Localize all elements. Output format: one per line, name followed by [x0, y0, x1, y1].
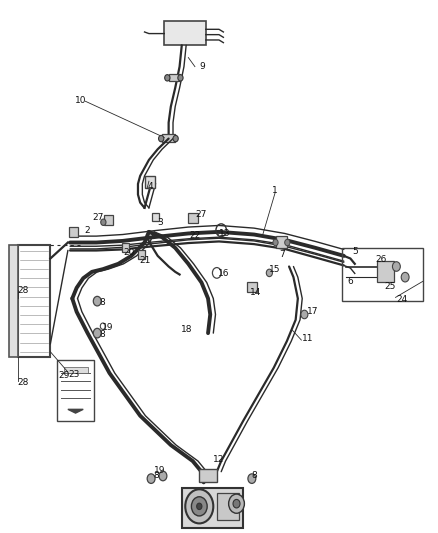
Bar [9, 245, 18, 357]
Text: 6: 6 [347, 277, 353, 286]
Text: 16: 16 [218, 269, 230, 278]
Text: 2: 2 [84, 227, 90, 235]
Text: 12: 12 [213, 455, 224, 464]
Circle shape [266, 269, 272, 277]
Bar [104, 215, 113, 225]
Text: 8: 8 [99, 298, 105, 307]
Text: 1: 1 [272, 187, 277, 195]
Circle shape [191, 497, 207, 516]
Bar [169, 74, 180, 81]
Text: 5: 5 [353, 247, 358, 256]
Text: 28: 28 [17, 378, 28, 387]
Circle shape [273, 239, 278, 246]
Circle shape [233, 499, 240, 508]
Text: 18: 18 [181, 325, 192, 334]
Circle shape [101, 219, 106, 225]
Bar [122, 243, 129, 252]
Bar [57, 360, 94, 421]
Text: 10: 10 [74, 96, 86, 104]
Bar [64, 367, 88, 373]
Text: 14: 14 [250, 288, 261, 296]
Circle shape [147, 474, 155, 483]
Text: 27: 27 [196, 210, 207, 219]
Bar [162, 134, 175, 142]
Circle shape [197, 503, 202, 510]
Text: 9: 9 [199, 62, 205, 71]
Circle shape [248, 474, 256, 483]
Circle shape [301, 310, 308, 319]
Polygon shape [68, 409, 83, 413]
Text: 3: 3 [157, 219, 162, 227]
Bar [377, 261, 394, 282]
Text: 26: 26 [376, 255, 387, 263]
Bar [182, 488, 243, 528]
Text: 25: 25 [384, 282, 396, 291]
Text: 21: 21 [139, 256, 151, 264]
Text: 8: 8 [153, 471, 159, 480]
Text: 20: 20 [124, 248, 135, 257]
Text: 19: 19 [102, 323, 113, 332]
Text: 29: 29 [59, 372, 70, 380]
Circle shape [229, 494, 244, 513]
Text: 8: 8 [251, 471, 257, 480]
Circle shape [93, 296, 101, 306]
Circle shape [178, 75, 183, 81]
Circle shape [93, 328, 101, 338]
Circle shape [159, 135, 164, 142]
Bar [188, 213, 198, 223]
Bar [152, 213, 159, 221]
Bar [217, 493, 239, 520]
Bar [138, 250, 145, 259]
Text: 4: 4 [148, 182, 154, 191]
Bar [145, 176, 155, 188]
Circle shape [165, 75, 170, 81]
Circle shape [185, 489, 213, 523]
Text: 28: 28 [17, 286, 28, 295]
Bar [164, 21, 206, 45]
Bar [342, 248, 423, 301]
Bar [69, 227, 78, 237]
Circle shape [392, 262, 400, 271]
Circle shape [401, 272, 409, 282]
Bar [247, 282, 257, 292]
Bar [199, 469, 217, 482]
Text: 24: 24 [396, 295, 408, 304]
Text: 8: 8 [99, 330, 105, 339]
Text: 11: 11 [302, 334, 314, 343]
Text: 7: 7 [279, 250, 285, 259]
Circle shape [159, 471, 167, 481]
Bar [18, 245, 50, 357]
Circle shape [285, 239, 290, 246]
Text: 22: 22 [189, 231, 201, 240]
Text: 15: 15 [269, 265, 281, 274]
Text: 19: 19 [154, 466, 166, 474]
Text: 17: 17 [307, 307, 318, 316]
Text: 13: 13 [219, 229, 230, 238]
Text: 23: 23 [68, 370, 79, 378]
Text: 27: 27 [93, 213, 104, 222]
Bar [276, 236, 287, 248]
Circle shape [173, 135, 178, 142]
